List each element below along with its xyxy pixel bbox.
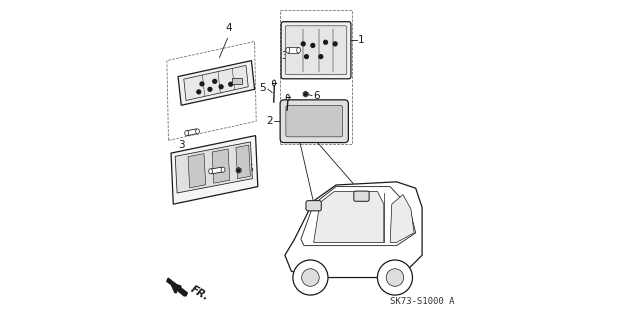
Polygon shape: [167, 278, 188, 296]
Ellipse shape: [273, 80, 276, 86]
Circle shape: [293, 260, 328, 295]
Ellipse shape: [185, 130, 189, 136]
Polygon shape: [187, 129, 197, 136]
Polygon shape: [188, 153, 205, 188]
Polygon shape: [236, 145, 250, 179]
Ellipse shape: [196, 129, 200, 134]
Circle shape: [200, 82, 204, 86]
Ellipse shape: [209, 169, 212, 174]
Circle shape: [304, 93, 307, 96]
Text: 3: 3: [178, 140, 184, 150]
Text: 3: 3: [282, 50, 288, 61]
Ellipse shape: [286, 94, 289, 100]
Circle shape: [237, 169, 240, 172]
Polygon shape: [212, 149, 230, 183]
Text: 2: 2: [266, 116, 273, 126]
Polygon shape: [390, 195, 414, 242]
Ellipse shape: [286, 48, 290, 53]
Polygon shape: [184, 65, 248, 100]
Text: 6: 6: [313, 91, 319, 101]
FancyBboxPatch shape: [280, 100, 348, 143]
Circle shape: [378, 260, 413, 295]
Circle shape: [305, 55, 308, 59]
Polygon shape: [211, 167, 223, 174]
Polygon shape: [303, 91, 308, 97]
FancyBboxPatch shape: [286, 106, 342, 137]
FancyBboxPatch shape: [281, 22, 351, 79]
Circle shape: [311, 44, 315, 47]
FancyBboxPatch shape: [285, 26, 347, 75]
Polygon shape: [314, 191, 384, 242]
Polygon shape: [301, 187, 416, 246]
Text: 4: 4: [226, 24, 232, 33]
Circle shape: [208, 87, 212, 91]
Circle shape: [319, 55, 323, 59]
Polygon shape: [175, 142, 252, 193]
Circle shape: [386, 269, 404, 286]
Text: SK73-S1000 A: SK73-S1000 A: [390, 297, 454, 306]
Circle shape: [301, 269, 319, 286]
Text: 6: 6: [246, 164, 253, 174]
Text: 3: 3: [202, 179, 209, 189]
Text: FR.: FR.: [189, 284, 211, 303]
Circle shape: [213, 79, 217, 83]
Circle shape: [301, 42, 305, 46]
FancyBboxPatch shape: [354, 191, 369, 201]
FancyBboxPatch shape: [306, 201, 321, 211]
Text: 5: 5: [259, 83, 266, 93]
Text: 1: 1: [358, 35, 365, 45]
Circle shape: [219, 85, 223, 89]
Polygon shape: [178, 61, 255, 105]
Circle shape: [324, 41, 328, 44]
Bar: [232, 78, 242, 84]
Ellipse shape: [297, 48, 301, 53]
Circle shape: [228, 82, 232, 86]
Polygon shape: [288, 47, 298, 53]
Polygon shape: [171, 136, 258, 204]
Polygon shape: [285, 182, 422, 278]
Ellipse shape: [221, 167, 225, 172]
Circle shape: [197, 90, 201, 94]
Polygon shape: [236, 167, 241, 173]
Circle shape: [333, 42, 337, 46]
